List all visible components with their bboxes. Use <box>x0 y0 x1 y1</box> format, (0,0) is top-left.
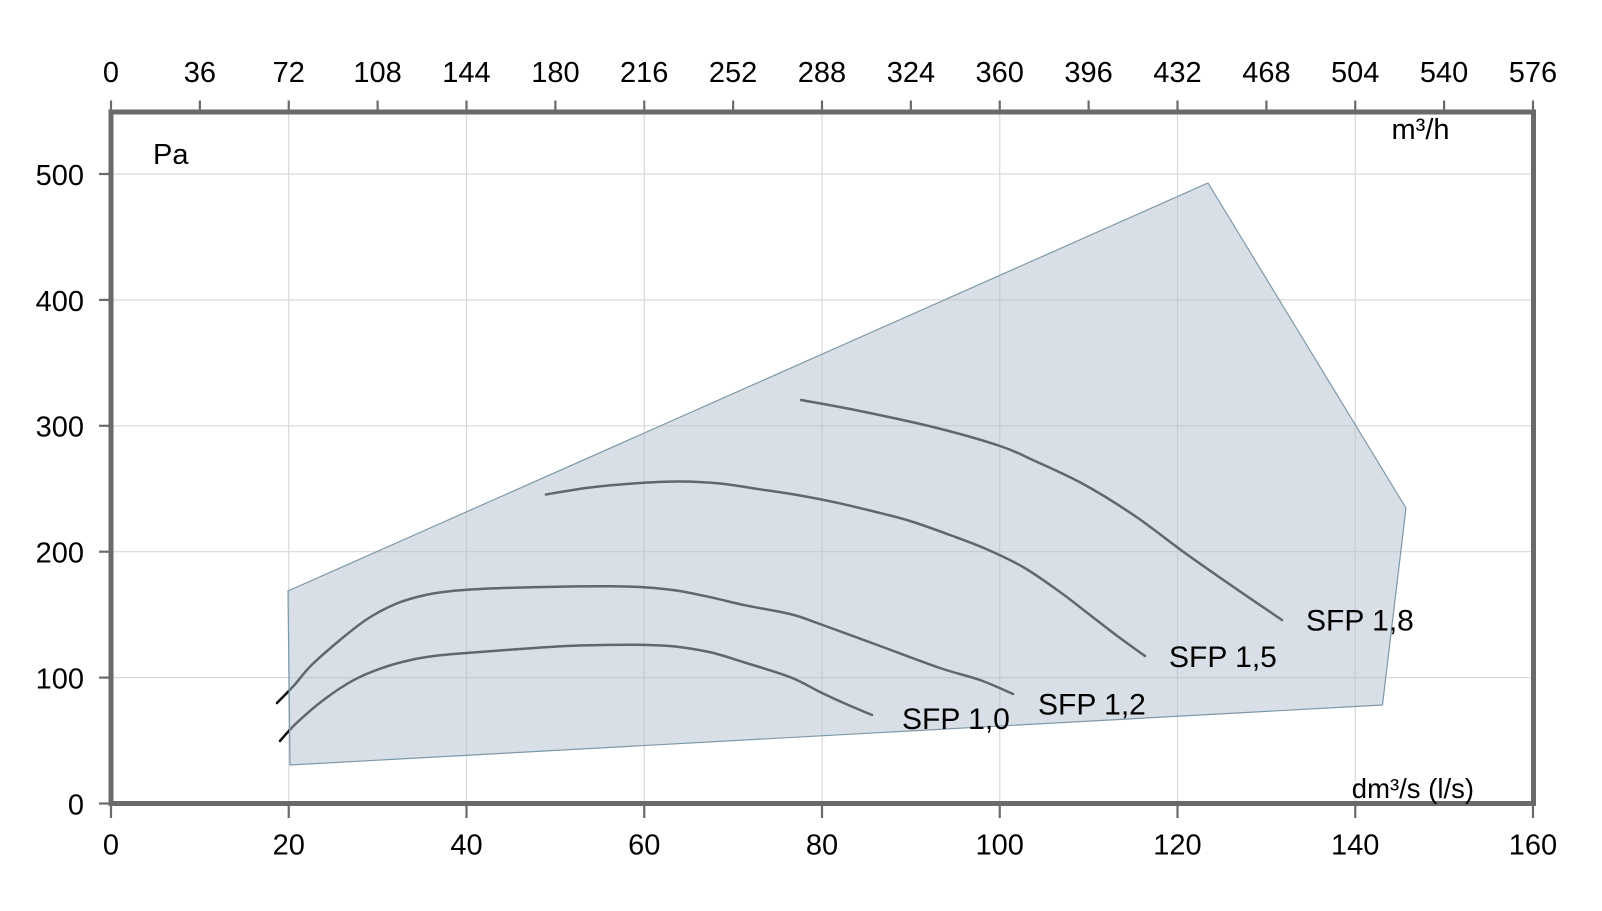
svg-text:dm³/s (l/s): dm³/s (l/s) <box>1352 773 1474 804</box>
svg-text:60: 60 <box>628 830 660 862</box>
svg-text:108: 108 <box>353 57 401 89</box>
svg-text:180: 180 <box>531 57 579 89</box>
svg-text:540: 540 <box>1420 57 1468 89</box>
svg-text:288: 288 <box>798 57 846 89</box>
svg-text:0: 0 <box>68 789 84 821</box>
svg-text:300: 300 <box>36 412 84 444</box>
svg-text:36: 36 <box>184 57 216 89</box>
svg-text:500: 500 <box>36 160 84 192</box>
svg-text:SFP 1,5: SFP 1,5 <box>1169 641 1277 674</box>
svg-text:468: 468 <box>1242 57 1290 89</box>
svg-text:200: 200 <box>36 538 84 570</box>
svg-text:80: 80 <box>806 830 838 862</box>
svg-text:120: 120 <box>1153 830 1201 862</box>
svg-text:400: 400 <box>36 286 84 318</box>
svg-text:SFP 1,0: SFP 1,0 <box>902 703 1010 736</box>
svg-text:40: 40 <box>450 830 482 862</box>
svg-text:576: 576 <box>1509 57 1557 89</box>
svg-text:0: 0 <box>103 830 119 862</box>
svg-text:Pa: Pa <box>153 139 189 171</box>
svg-text:100: 100 <box>976 830 1024 862</box>
svg-text:140: 140 <box>1331 830 1379 862</box>
svg-text:SFP 1,8: SFP 1,8 <box>1306 605 1414 638</box>
svg-text:252: 252 <box>709 57 757 89</box>
svg-text:m³/h: m³/h <box>1392 114 1450 146</box>
svg-text:100: 100 <box>36 664 84 696</box>
svg-text:0: 0 <box>103 57 119 89</box>
svg-text:20: 20 <box>273 830 305 862</box>
svg-text:144: 144 <box>442 57 490 89</box>
svg-text:SFP 1,2: SFP 1,2 <box>1038 689 1146 722</box>
svg-text:216: 216 <box>620 57 668 89</box>
svg-text:504: 504 <box>1331 57 1379 89</box>
svg-text:360: 360 <box>976 57 1024 89</box>
svg-text:396: 396 <box>1064 57 1112 89</box>
svg-text:72: 72 <box>273 57 305 89</box>
svg-text:432: 432 <box>1153 57 1201 89</box>
svg-text:160: 160 <box>1509 830 1557 862</box>
svg-text:324: 324 <box>887 57 935 89</box>
